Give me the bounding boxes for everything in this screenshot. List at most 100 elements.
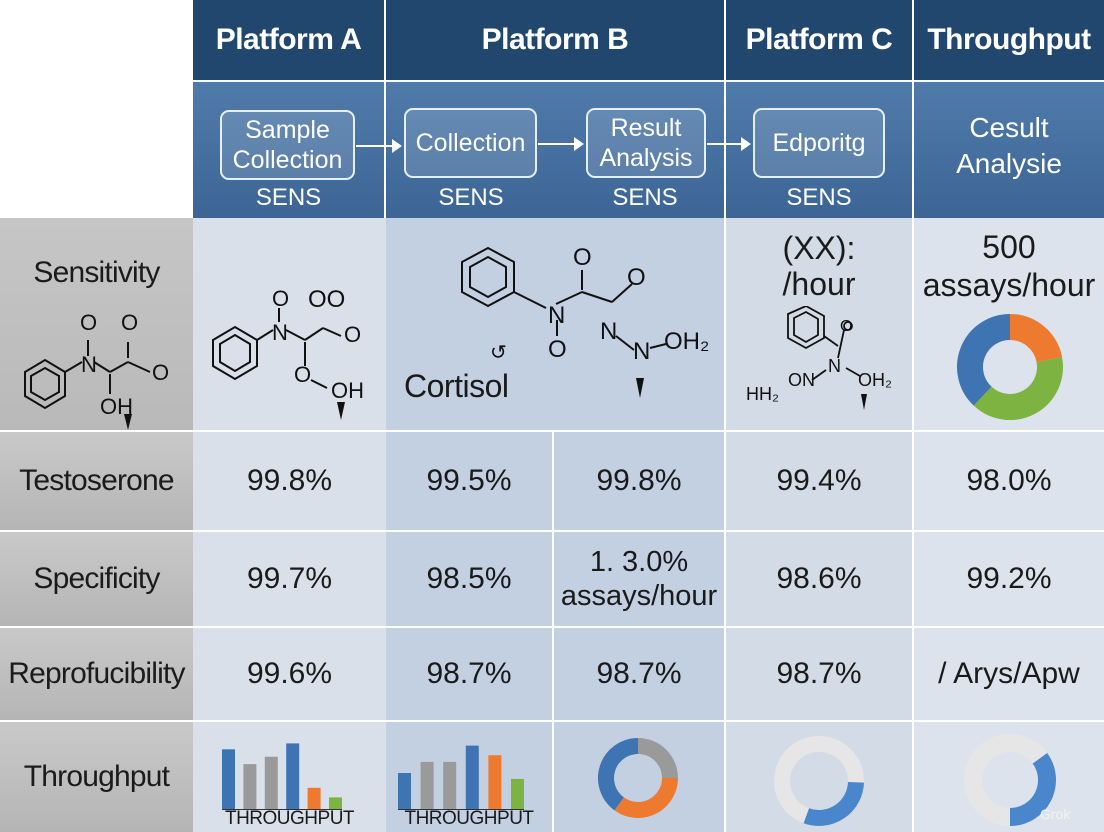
throughput-donut-c	[774, 736, 864, 826]
structure-platform-b	[461, 246, 667, 398]
bars-a-bar-4	[307, 787, 321, 810]
specificity-platform-b1: 98.5%	[426, 562, 512, 595]
stage-tag-1: SENS	[255, 184, 322, 211]
stage-sample-collection: Sample Collection	[220, 110, 355, 180]
chem-b-o1: O	[573, 244, 592, 271]
flow-arrow-2	[538, 137, 584, 151]
chem-c-hh2: HH₂	[746, 384, 779, 404]
structure-platform-a	[212, 308, 345, 420]
bars-b-bar-5	[511, 778, 524, 810]
col-a-bg	[193, 218, 386, 832]
testosterone-platform-a: 99.8%	[246, 464, 333, 497]
workflow-bar-a	[193, 82, 384, 218]
chem-left-o1: O	[80, 310, 98, 335]
col-divider-c	[724, 218, 726, 832]
row-divider-2	[193, 530, 1104, 532]
row-label-specificity: Specificity	[0, 532, 193, 626]
stage-tag-4: SENS	[786, 184, 852, 211]
throughput-donut-segment-2	[957, 314, 1011, 406]
throughput-caption-a: THROUGHPUT	[224, 808, 355, 829]
specificity-platform-a: 99.7%	[246, 562, 333, 595]
donut-b-segment-1	[614, 777, 678, 818]
stage-tag-2: SENS	[438, 184, 504, 211]
flow-arrow-3	[707, 137, 751, 151]
donut-c-segment-0	[774, 736, 864, 824]
donut-d-segment-0	[964, 734, 1048, 826]
reproducibility-throughput: / Arys/Apw	[938, 657, 1080, 690]
donut-d-segment-1	[1009, 752, 1056, 826]
structure-platform-c	[787, 306, 867, 410]
col-c-bg	[726, 218, 914, 832]
specificity-throughput: 99.2%	[966, 562, 1052, 595]
row-label-testosterone: Testoserone	[0, 432, 193, 530]
header-throughput: Throughput	[914, 0, 1104, 80]
row-label-reproducibility: Reprofucibility	[0, 628, 193, 720]
chem-b-n: N	[548, 302, 566, 329]
chem-c-n: N	[828, 356, 841, 376]
workflow-bar-c	[726, 82, 912, 218]
reproducibility-platform-b1: 98.7%	[426, 657, 512, 690]
throughput-caption-b: THROUGHPUT	[404, 808, 534, 829]
row-label-throughput: Throughput	[0, 722, 193, 832]
header-platform-b: Platform B	[386, 0, 724, 80]
header-platform-a: Platform A	[193, 0, 384, 80]
donut-b-segment-0	[637, 738, 678, 779]
chem-c-o: O	[840, 318, 853, 335]
platform-c-throughput-text: (XX): /hour	[782, 230, 856, 302]
chem-b-n3: N	[633, 338, 651, 365]
throughput-assays-text: 500 assays/hour	[922, 229, 1096, 303]
throughput-donut-b	[598, 738, 678, 818]
stage-cesult-analysie: Cesult Analysie	[956, 112, 1062, 179]
bars-a-bar-0	[222, 749, 235, 810]
stage-edporitg: Edporitg	[753, 108, 885, 178]
testosterone-platform-b2: 99.8%	[596, 464, 682, 497]
throughput-bar-chart-a	[222, 743, 342, 810]
workflow-bar-d	[914, 82, 1104, 218]
stage-collection: Collection	[404, 108, 537, 178]
col-divider-b-split	[552, 430, 554, 832]
throughput-donut-d	[964, 734, 1056, 826]
chem-b-n2: N	[600, 318, 618, 345]
cortisol-swirl-icon: ↺	[490, 342, 507, 364]
bars-b-bar-1	[420, 761, 434, 810]
row-label-sensitivity-text: Sensitivity	[33, 256, 160, 289]
bars-b-bar-0	[398, 773, 411, 810]
row-divider-4	[193, 720, 1104, 722]
chem-left-o2: O	[121, 310, 139, 335]
bars-a-bar-2	[264, 756, 278, 810]
chem-a-oh: OH	[331, 378, 364, 403]
throughput-bar-chart-b	[398, 745, 524, 810]
flow-arrow-1	[356, 139, 402, 153]
throughput-donut-segment-0	[1009, 314, 1063, 363]
reproducibility-platform-b2: 98.7%	[596, 657, 682, 690]
specificity-platform-c: 98.6%	[776, 562, 862, 595]
stage-result-analysis: Result Analysis	[586, 108, 706, 178]
donut-b-segment-2	[598, 738, 639, 811]
grok-watermark: Grok	[1040, 806, 1071, 822]
chem-b-o3: O	[548, 336, 567, 363]
testosterone-throughput: 98.0%	[966, 464, 1052, 497]
testosterone-platform-c: 99.4%	[776, 464, 862, 497]
row-divider-1	[193, 430, 1104, 432]
throughput-donut-segment-1	[973, 357, 1063, 420]
throughput-donut-chart	[957, 314, 1063, 420]
structure-label-col	[24, 340, 151, 430]
chem-left-n: N	[81, 352, 97, 377]
chem-a-oo: OO	[308, 286, 346, 313]
chem-left-o3: O	[152, 360, 170, 385]
cortisol-label: Cortisol	[404, 368, 509, 404]
chem-c-on: ON	[788, 370, 815, 390]
row-divider-3	[193, 626, 1104, 628]
chem-b-o2: O	[627, 264, 646, 291]
chem-a-o2: O	[344, 322, 362, 347]
chem-a-n: N	[272, 320, 288, 345]
bars-a-bar-5	[329, 797, 342, 810]
chem-c-oh2: OH₂	[858, 370, 892, 390]
donut-c-segment-1	[803, 781, 864, 826]
workflow-bar-b	[386, 82, 724, 218]
chem-a-o1: O	[272, 286, 290, 311]
row-label-sensitivity	[0, 218, 193, 430]
chem-left-oh: OH	[100, 394, 133, 419]
testosterone-platform-b1: 99.5%	[426, 464, 512, 497]
stage-tag-3: SENS	[612, 184, 678, 211]
